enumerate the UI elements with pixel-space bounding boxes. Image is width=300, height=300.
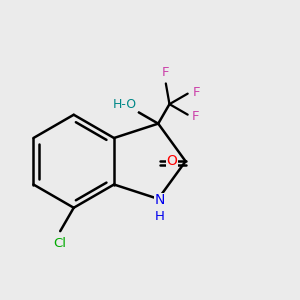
Text: O: O: [167, 154, 178, 168]
Text: F: F: [192, 110, 200, 123]
Text: H-O: H-O: [113, 98, 137, 111]
Text: F: F: [193, 85, 201, 99]
Text: F: F: [162, 66, 169, 79]
Text: H: H: [155, 210, 165, 223]
Text: Cl: Cl: [54, 236, 67, 250]
Text: N: N: [154, 194, 165, 207]
